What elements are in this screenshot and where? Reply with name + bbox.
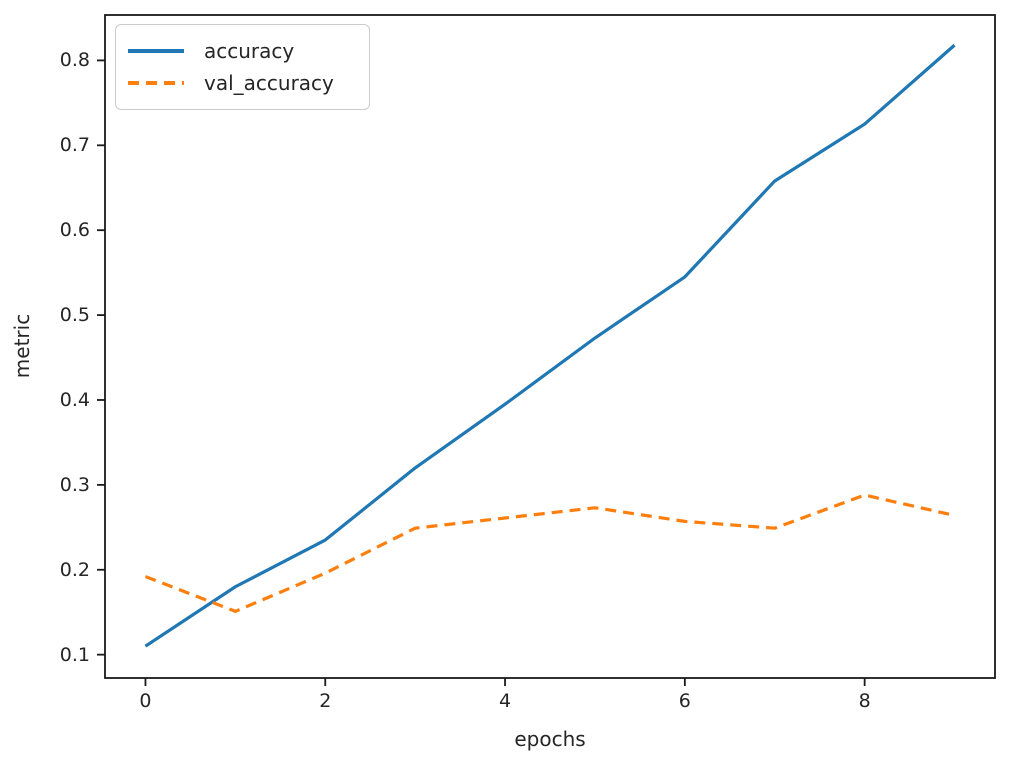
y-tick-label: 0.4 xyxy=(59,388,90,411)
legend: accuracy val_accuracy xyxy=(115,24,370,110)
y-tick-label: 0.7 xyxy=(59,134,90,157)
plot-axes-group xyxy=(97,14,996,686)
x-tick-label: 6 xyxy=(678,690,691,712)
x-tick-label: 0 xyxy=(139,690,152,712)
axes-spines xyxy=(104,14,996,679)
x-axis-title: epochs xyxy=(514,727,586,751)
x-tick-label: 8 xyxy=(858,690,871,712)
y-tick-label: 0.2 xyxy=(59,558,90,581)
legend-entry-accuracy: accuracy xyxy=(128,35,355,67)
y-tick-label: 0.3 xyxy=(59,473,90,496)
legend-line-sample-val_accuracy xyxy=(128,81,184,85)
y-axis-title: metric xyxy=(10,313,34,379)
series-line-accuracy xyxy=(144,43,956,648)
y-tick-label: 0.6 xyxy=(59,219,90,242)
plot-series-group xyxy=(144,43,956,648)
x-tick-label: 2 xyxy=(319,690,332,712)
x-tick-label: 4 xyxy=(499,690,512,712)
y-tick-label: 0.8 xyxy=(59,49,90,72)
legend-line-sample-accuracy xyxy=(128,49,184,53)
legend-entry-val_accuracy: val_accuracy xyxy=(128,67,355,99)
y-tick-label: 0.1 xyxy=(59,643,90,666)
legend-label: accuracy xyxy=(204,39,295,63)
series-line-val_accuracy xyxy=(144,493,955,613)
legend-label: val_accuracy xyxy=(204,71,334,95)
y-tick-label: 0.5 xyxy=(59,304,90,327)
